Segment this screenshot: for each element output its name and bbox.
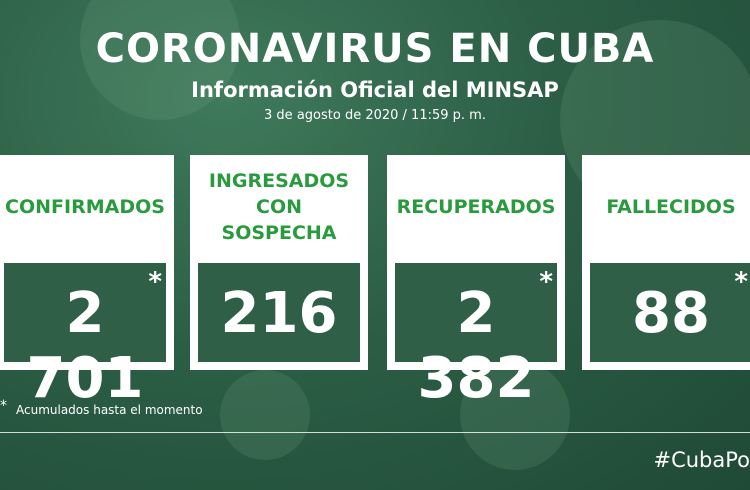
hashtag: #CubaPo: [653, 448, 750, 472]
date: 3 de agosto de 2020 / 11:59 p. m.: [264, 108, 486, 123]
subtitle: Información Oficial del MINSAP: [191, 78, 559, 102]
footnote-marker: *: [0, 398, 7, 414]
card-value: 88: [632, 281, 710, 346]
card-label: RECUPERADOS: [396, 195, 556, 218]
card-marker: *: [539, 267, 553, 297]
stat-card: INGRESADOS CON SOSPECHA 216: [190, 155, 368, 370]
footnote: Acumulados hasta el momento: [16, 403, 203, 417]
background-virus: [460, 360, 570, 470]
card-label: INGRESADOS CON SOSPECHA: [208, 169, 350, 244]
card-value-box: 216: [196, 261, 362, 364]
divider: [0, 432, 750, 433]
title: CORONAVIRUS EN CUBA: [95, 26, 655, 72]
card-value: 2 701: [26, 281, 144, 411]
background-virus: [220, 370, 310, 460]
card-value: 216: [220, 281, 338, 346]
card-label: CONFIRMADOS: [5, 195, 165, 218]
card-marker: *: [148, 267, 162, 297]
stat-card: CONFIRMADOS 2 701 *: [0, 155, 174, 411]
card-value: 2 382: [417, 281, 535, 411]
stat-card: RECUPERADOS 2 382 *: [387, 155, 565, 411]
stat-card: FALLECIDOS 88 *: [582, 155, 750, 370]
card-label: FALLECIDOS: [606, 195, 736, 218]
card-value-box: 88 *: [588, 261, 750, 364]
card-value-box: 2 382 *: [393, 261, 559, 411]
card-marker: *: [734, 267, 748, 297]
card-value-box: 2 701 *: [2, 261, 168, 411]
